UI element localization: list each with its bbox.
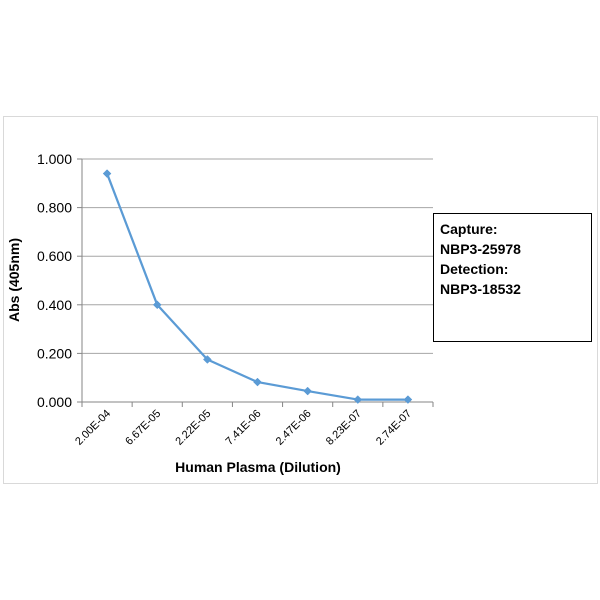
- x-tick-label: 2.22E-05: [173, 408, 213, 448]
- y-tick-label: 0.600: [37, 248, 72, 264]
- y-tick-label: 0.000: [37, 394, 72, 410]
- x-tick-label: 8.23E-07: [324, 408, 364, 448]
- axes: [77, 158, 434, 407]
- data-point: [203, 355, 212, 364]
- x-tick-label: 7.41E-06: [224, 408, 264, 448]
- y-tick-label: 1.000: [37, 151, 72, 167]
- y-tick-label: 0.200: [37, 345, 72, 361]
- x-tick-label: 6.67E-05: [123, 408, 163, 448]
- data-point: [303, 386, 312, 396]
- x-tick-label: 2.74E-07: [374, 408, 414, 448]
- y-tick-labels: 0.000 0.200 0.400 0.600 0.800 1.000: [37, 151, 72, 410]
- x-tick-label: 2.47E-06: [274, 408, 314, 448]
- x-tick-label: 2.00E-04: [73, 408, 113, 448]
- data-point: [403, 395, 413, 404]
- y-tick-label: 0.400: [37, 297, 72, 313]
- y-tick-label: 0.800: [37, 200, 72, 216]
- legend-box: Capture: NBP3-25978 Detection: NBP3-1853…: [433, 213, 592, 342]
- data-point: [353, 395, 363, 404]
- gridlines: [82, 158, 433, 354]
- x-axis-label: Human Plasma (Dilution): [175, 459, 341, 475]
- data-point: [102, 169, 112, 178]
- data-point: [152, 300, 162, 310]
- series-layer: [102, 169, 413, 404]
- x-tick-labels: 2.00E-04 6.67E-05 2.22E-05 7.41E-06 2.47E-06…: [73, 408, 414, 448]
- y-axis-label: Abs (405nm): [6, 238, 22, 322]
- legend-line: NBP3-18532: [440, 281, 521, 297]
- chart-frame: [3, 116, 598, 484]
- data-point: [253, 377, 262, 387]
- legend-line: NBP3-25978: [440, 241, 521, 257]
- legend-line: Detection:: [440, 261, 509, 277]
- legend-line: Capture:: [440, 221, 498, 237]
